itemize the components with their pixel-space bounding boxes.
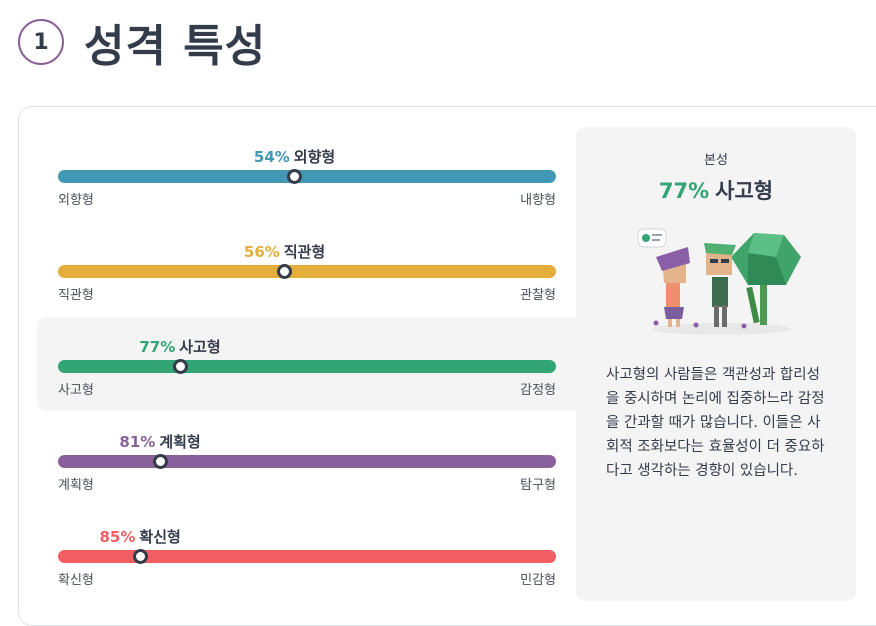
trait-right-label: 민감형 [520, 573, 556, 588]
trait-marker [287, 169, 303, 184]
trait-name: 계획형 [159, 433, 201, 451]
trait-name: 사고형 [179, 338, 221, 356]
trait-name: 외향형 [293, 148, 336, 166]
trait-percent: 81% [119, 433, 156, 451]
trait-row-mind[interactable]: 56% 직관형 직관형 관찰형 [58, 241, 556, 311]
panel-subtitle: 본성 [704, 153, 728, 168]
trait-percent: 77% [139, 338, 176, 356]
panel-percent: 77% [658, 179, 710, 203]
trait-left-label: 확신형 [58, 573, 94, 588]
page-title: 성격 특성 [84, 21, 267, 72]
thinking-characters-illustration-icon [637, 228, 801, 335]
trait-bar [58, 550, 556, 563]
trait-name: 직관형 [283, 243, 326, 261]
trait-heading: 56% 직관형 [244, 241, 325, 261]
trait-marker [132, 549, 148, 564]
step-number-badge: 1 [18, 19, 64, 65]
trait-left-label: 외향형 [58, 193, 94, 208]
trait-bar [58, 360, 556, 373]
trait-percent: 54% [253, 148, 290, 166]
trait-left-label: 계획형 [58, 478, 94, 493]
trait-heading: 81% 계획형 [119, 431, 200, 451]
section-header: 1 성격 특성 [18, 14, 266, 72]
trait-heading: 54% 외향형 [254, 146, 335, 166]
panel-description: 사고형의 사람들은 객관성과 합리성을 중시하며 논리에 집중하느라 감정을 간… [606, 367, 825, 479]
trait-right-label: 관찰형 [520, 288, 556, 303]
trait-bar [58, 170, 556, 183]
trait-bar [58, 265, 556, 278]
trait-right-label: 내향형 [520, 193, 556, 208]
trait-right-label: 탐구형 [520, 478, 556, 493]
trait-heading: 85% 확신형 [100, 526, 181, 546]
trait-marker [277, 264, 293, 279]
trait-marker [172, 359, 188, 374]
trait-row-identity[interactable]: 85% 확신형 확신형 민감형 [58, 526, 556, 596]
trait-marker [152, 454, 168, 469]
trait-left-label: 사고형 [58, 383, 94, 398]
trait-right-label: 감정형 [520, 383, 556, 398]
trait-row-tactics[interactable]: 81% 계획형 계획형 탐구형 [58, 431, 556, 501]
trait-name: 확신형 [139, 528, 181, 546]
trait-percent: 85% [99, 528, 136, 546]
trait-percent: 56% [243, 243, 280, 261]
panel-type-name: 사고형 [715, 179, 774, 203]
trait-row-nature[interactable]: 77% 사고형 사고형 감정형 [58, 336, 556, 406]
trait-left-label: 직관형 [58, 288, 94, 303]
trait-heading: 77% 사고형 [139, 336, 220, 356]
trait-bar [58, 455, 556, 468]
trait-detail-panel: 본성 77% 사고형 사고형의 사람들은 객관성과 합리성을 중시하며 [576, 127, 856, 601]
trait-row-energy[interactable]: 54% 외향형 외향형 내향형 [58, 146, 556, 216]
panel-title: 77% 사고형 [576, 175, 856, 205]
